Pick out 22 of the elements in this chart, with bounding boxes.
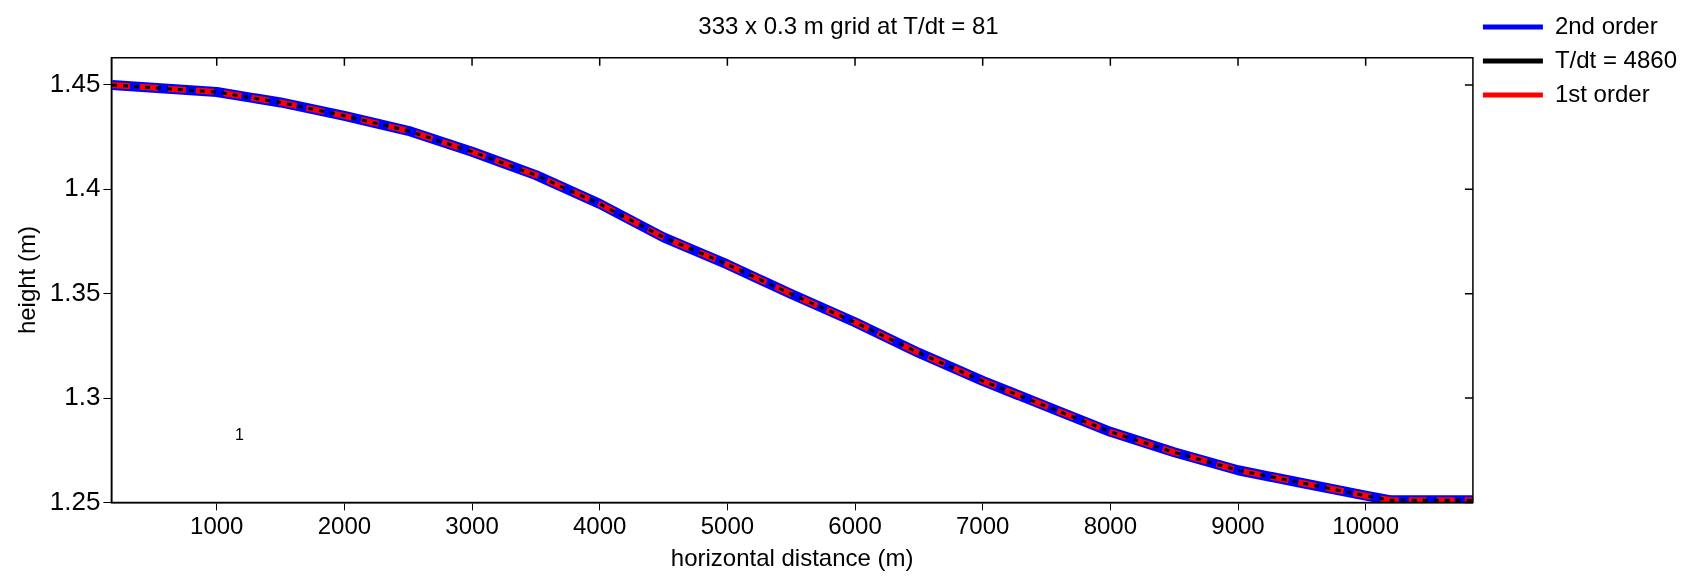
x-tick-label: 5000 (700, 512, 755, 540)
legend-label: 2nd order (1554, 11, 1658, 39)
y-tick-label: 1.45 (49, 68, 101, 99)
y-tick-label: 1.3 (64, 381, 101, 412)
x-tick-label: 8000 (1083, 512, 1138, 540)
x-tick-label: 9000 (1211, 512, 1265, 540)
x-tick-label: 4000 (573, 512, 627, 540)
legend-label: T/dt = 4860 (1554, 45, 1678, 73)
legend-label: 1st order (1554, 79, 1650, 107)
chart-title: 333 x 0.3 m grid at T/dt = 81 (698, 12, 999, 40)
y-tick-label: 1.4 (64, 172, 101, 203)
x-tick-label: 1000 (190, 512, 244, 540)
x-tick-label: 2000 (317, 512, 372, 540)
y-tick-label: 1.25 (49, 485, 101, 516)
annotation: 1 (234, 426, 244, 444)
y-tick-label: 1.35 (49, 276, 101, 307)
x-tick-label: 3000 (445, 512, 499, 540)
x-tick-label: 10000 (1332, 512, 1400, 540)
y-axis-title: height (m) (13, 226, 41, 335)
x-tick-label: 6000 (828, 512, 882, 540)
x-tick-label: 7000 (956, 512, 1010, 540)
x-axis-title: horizontal distance (m) (670, 544, 914, 572)
